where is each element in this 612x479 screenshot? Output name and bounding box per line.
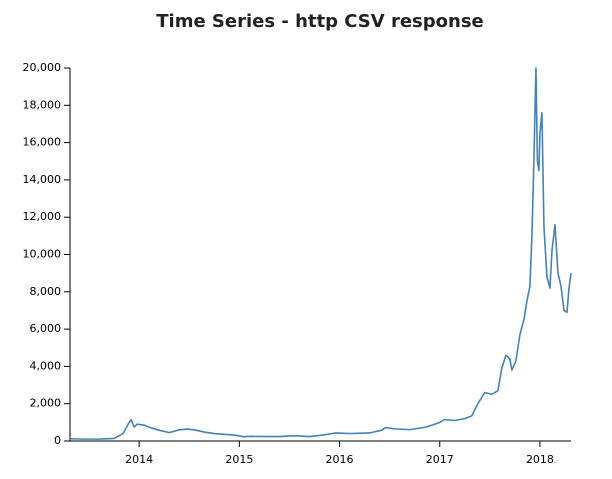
x-tick-label: 2018 <box>526 453 554 466</box>
y-tick-label: 6,000 <box>30 322 62 335</box>
y-tick-label: 12,000 <box>23 210 62 223</box>
chart-title: Time Series - http CSV response <box>156 11 484 32</box>
y-tick-label: 16,000 <box>23 136 62 149</box>
y-tick-label: 2,000 <box>30 397 62 410</box>
y-tick-label: 4,000 <box>30 359 62 372</box>
y-tick-label: 0 <box>54 434 61 447</box>
x-tick-label: 2017 <box>426 453 454 466</box>
y-tick-label: 18,000 <box>23 98 62 111</box>
y-tick-label: 20,000 <box>23 61 62 74</box>
x-tick-label: 2016 <box>326 453 354 466</box>
x-tick-label: 2015 <box>225 453 253 466</box>
y-tick-label: 14,000 <box>23 173 62 186</box>
line <box>69 67 572 440</box>
y-tick-label: 10,000 <box>23 248 62 261</box>
y-tick-label: 8,000 <box>30 285 62 298</box>
x-tick-label: 2014 <box>125 453 153 466</box>
